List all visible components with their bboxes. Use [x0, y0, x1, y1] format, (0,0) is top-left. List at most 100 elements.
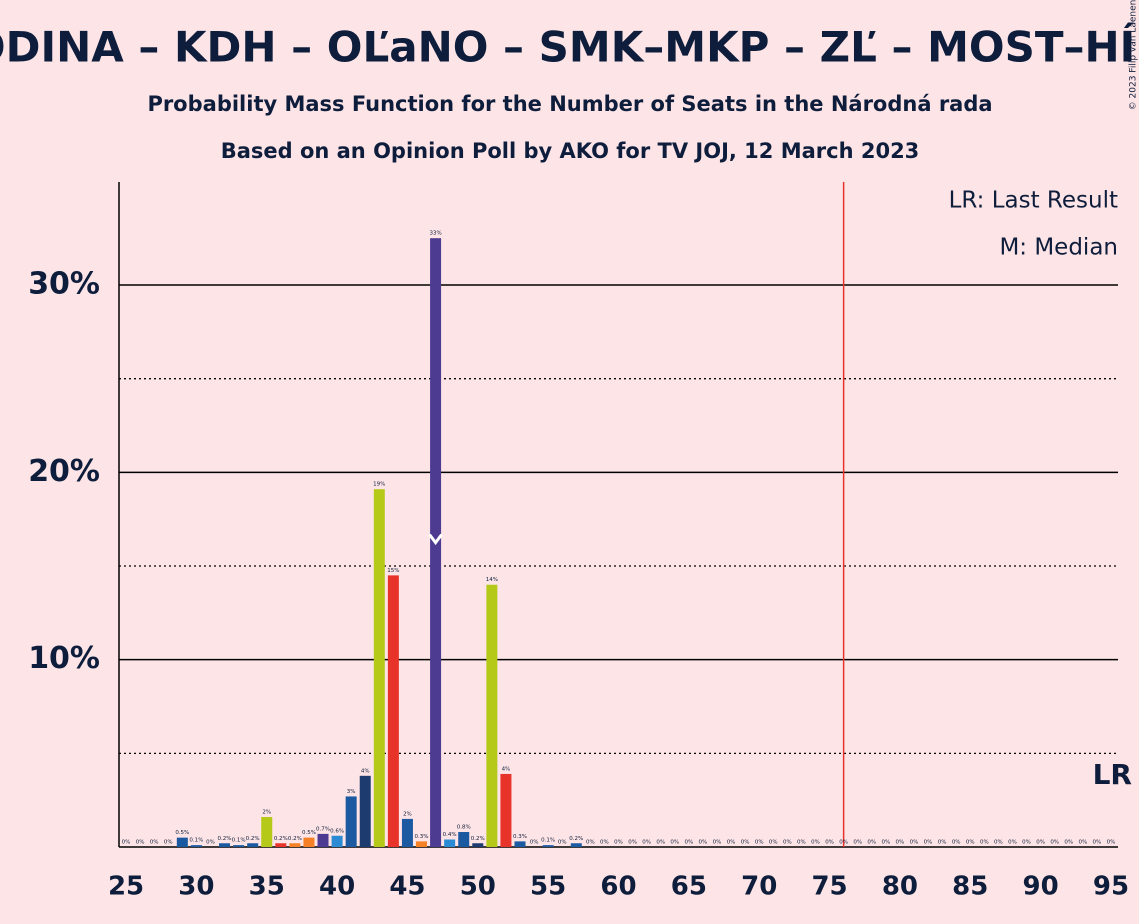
- bar: [542, 845, 554, 847]
- value-label: 0.2%: [218, 836, 232, 842]
- value-label: 0%: [896, 840, 905, 846]
- x-tick-label: 25: [108, 872, 144, 902]
- value-label: 33%: [429, 231, 441, 237]
- value-label: 0.2%: [471, 836, 485, 842]
- value-label: 0%: [530, 840, 539, 846]
- value-label: 0%: [136, 840, 145, 846]
- value-label: 0%: [642, 840, 651, 846]
- value-label: 0%: [614, 840, 623, 846]
- value-label: 0%: [1022, 840, 1031, 846]
- x-tick-label: 60: [600, 872, 636, 902]
- value-label: 0%: [558, 840, 567, 846]
- value-label: 0.3%: [415, 834, 429, 840]
- value-label: 0%: [811, 840, 820, 846]
- value-label: 0%: [684, 840, 693, 846]
- bar: [401, 818, 413, 847]
- value-label: 0%: [713, 840, 722, 846]
- value-label: 0.4%: [443, 832, 457, 838]
- value-label: 0.2%: [288, 836, 302, 842]
- bar: [444, 839, 456, 847]
- x-tick-label: 35: [249, 872, 285, 902]
- bar: [190, 845, 202, 847]
- x-tick-label: 70: [741, 872, 777, 902]
- bar: [416, 841, 428, 847]
- value-label: 3%: [347, 789, 356, 795]
- x-tick-label: 30: [178, 872, 214, 902]
- value-label: 0%: [122, 840, 131, 846]
- bar: [176, 837, 188, 847]
- x-tick-label: 65: [671, 872, 707, 902]
- value-label: 0%: [839, 840, 848, 846]
- value-label: 0%: [867, 840, 876, 846]
- value-label: 0%: [656, 840, 665, 846]
- bar: [373, 489, 385, 847]
- copyright: © 2023 Filip van Laenen: [1129, 0, 1139, 110]
- value-label: 0%: [853, 840, 862, 846]
- value-label: 0%: [938, 840, 947, 846]
- legend-entry: M: Median: [999, 235, 1118, 261]
- bar: [219, 843, 231, 847]
- value-label: 0%: [1107, 840, 1116, 846]
- value-label: 2%: [262, 810, 271, 816]
- bar: [458, 832, 470, 847]
- x-tick-label: 55: [530, 872, 566, 902]
- x-tick-label: 85: [952, 872, 988, 902]
- median-marker: [428, 533, 443, 546]
- value-label: 0.5%: [175, 830, 189, 836]
- value-label: 19%: [373, 482, 385, 488]
- value-label: 0%: [699, 840, 708, 846]
- bar: [275, 843, 287, 847]
- x-tick-label: 40: [319, 872, 355, 902]
- last-result-label: LR: [1093, 758, 1132, 791]
- bar: [317, 833, 329, 847]
- bar: [570, 843, 582, 847]
- bar: [359, 775, 371, 847]
- y-tick-label: 30%: [28, 267, 100, 302]
- value-label: 0.7%: [316, 826, 330, 832]
- legend-entry: LR: Last Result: [949, 188, 1118, 214]
- x-tick-label: 95: [1093, 872, 1129, 902]
- value-label: 0.3%: [513, 834, 527, 840]
- value-label: 4%: [502, 766, 511, 772]
- value-label: 4%: [361, 768, 370, 774]
- value-label: 0.5%: [302, 830, 316, 836]
- value-label: 0%: [825, 840, 834, 846]
- value-label: 0%: [797, 840, 806, 846]
- value-label: 0.1%: [189, 838, 203, 844]
- x-tick-label: 50: [460, 872, 496, 902]
- value-label: 0%: [741, 840, 750, 846]
- value-label: 0%: [1008, 840, 1017, 846]
- x-tick-label: 80: [882, 872, 918, 902]
- bar: [500, 773, 512, 847]
- value-label: 14%: [486, 577, 498, 583]
- x-tick-label: 75: [811, 872, 847, 902]
- value-label: 0.1%: [232, 838, 246, 844]
- bar: [514, 841, 526, 847]
- value-label: 0.2%: [569, 836, 583, 842]
- value-label: 0.8%: [457, 825, 471, 831]
- bar: [387, 575, 399, 847]
- value-label: 0%: [924, 840, 933, 846]
- value-label: 0%: [755, 840, 764, 846]
- value-label: 0%: [910, 840, 919, 846]
- value-label: 0%: [994, 840, 1003, 846]
- value-label: 0.2%: [246, 836, 260, 842]
- bar: [303, 837, 315, 847]
- value-label: 0.2%: [274, 836, 288, 842]
- value-label: 0%: [164, 840, 173, 846]
- value-label: 15%: [387, 568, 399, 574]
- bar: [247, 843, 259, 847]
- value-label: 0%: [769, 840, 778, 846]
- value-label: 0%: [586, 840, 595, 846]
- bar: [345, 796, 357, 847]
- bar: [486, 584, 498, 847]
- value-label: 0%: [727, 840, 736, 846]
- value-label: 0%: [1036, 840, 1045, 846]
- value-label: 0%: [881, 840, 890, 846]
- value-label: 0%: [1093, 840, 1102, 846]
- value-label: 0%: [1064, 840, 1073, 846]
- value-label: 0%: [1050, 840, 1059, 846]
- value-label: 0%: [150, 840, 159, 846]
- value-label: 0%: [600, 840, 609, 846]
